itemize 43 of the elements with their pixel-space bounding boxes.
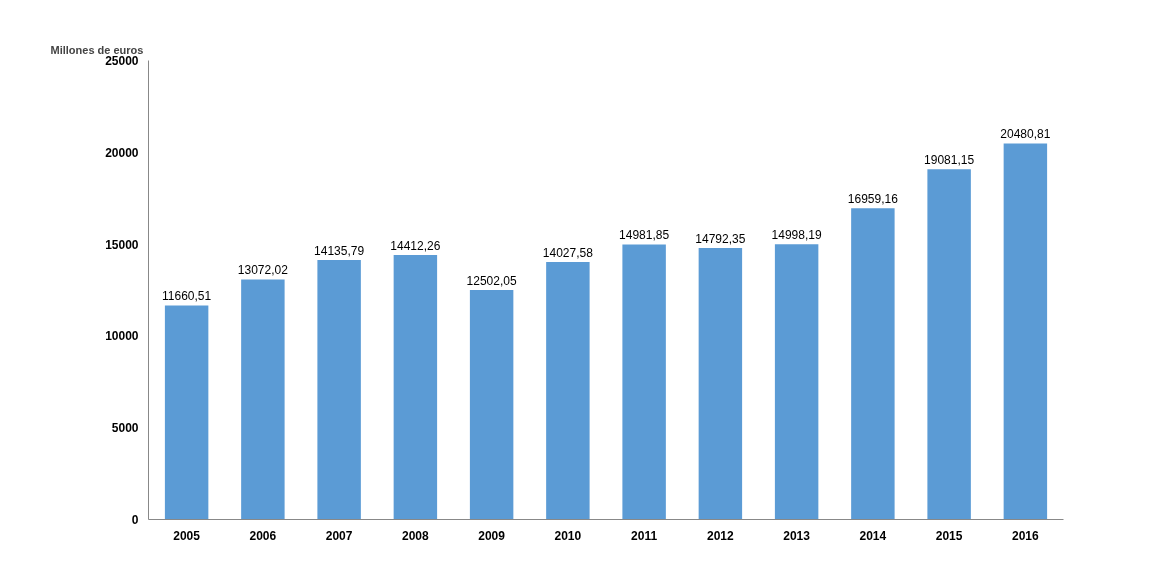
data-label: 13072,02	[237, 263, 289, 278]
data-label: 14135,79	[314, 243, 365, 258]
y-tick-label: 10000	[105, 329, 139, 344]
x-tick-label: 2006	[249, 528, 277, 543]
x-tick-label: 2007	[325, 528, 353, 543]
x-tick-label: 2015	[935, 528, 963, 543]
y-axis-title: Millones de euros	[50, 43, 144, 56]
x-tick-label: 2010	[554, 528, 582, 543]
bar	[698, 247, 743, 520]
bar	[546, 261, 590, 520]
x-tick-label: 2013	[783, 528, 811, 543]
x-tick-label: 2009	[478, 528, 506, 543]
bar	[851, 208, 895, 520]
bar	[469, 289, 514, 520]
data-label: 12502,05	[466, 273, 517, 288]
x-tick-label: 2011	[631, 528, 658, 543]
bar	[241, 279, 285, 520]
data-label: 16959,16	[847, 192, 899, 207]
data-label: 19081,15	[924, 153, 975, 168]
y-tick-label: 20000	[105, 145, 139, 160]
y-tick-label: 25000	[105, 54, 139, 68]
x-tick-label: 2016	[1012, 528, 1040, 543]
data-label: 14998,19	[771, 228, 822, 243]
bar	[164, 305, 209, 520]
data-label: 14412,26	[390, 238, 441, 253]
x-tick-label: 2005	[173, 528, 201, 543]
data-label: 14027,58	[542, 245, 594, 260]
x-tick-label: 2008	[402, 528, 430, 543]
data-label: 11660,51	[162, 289, 212, 304]
bar	[317, 259, 361, 520]
data-label: 14792,35	[695, 231, 746, 246]
x-tick-label: 2012	[707, 528, 735, 543]
y-tick-label: 15000	[105, 237, 139, 252]
bar	[393, 254, 438, 520]
data-label: 14981,85	[619, 228, 670, 243]
data-label: 20480,81	[1000, 127, 1051, 142]
bar	[774, 244, 819, 520]
y-tick-label: 5000	[111, 421, 139, 436]
x-tick-label: 2014	[859, 528, 887, 543]
y-tick-label: 0	[131, 513, 139, 527]
bar	[622, 244, 666, 520]
bar	[1003, 143, 1048, 520]
bar	[927, 169, 971, 520]
